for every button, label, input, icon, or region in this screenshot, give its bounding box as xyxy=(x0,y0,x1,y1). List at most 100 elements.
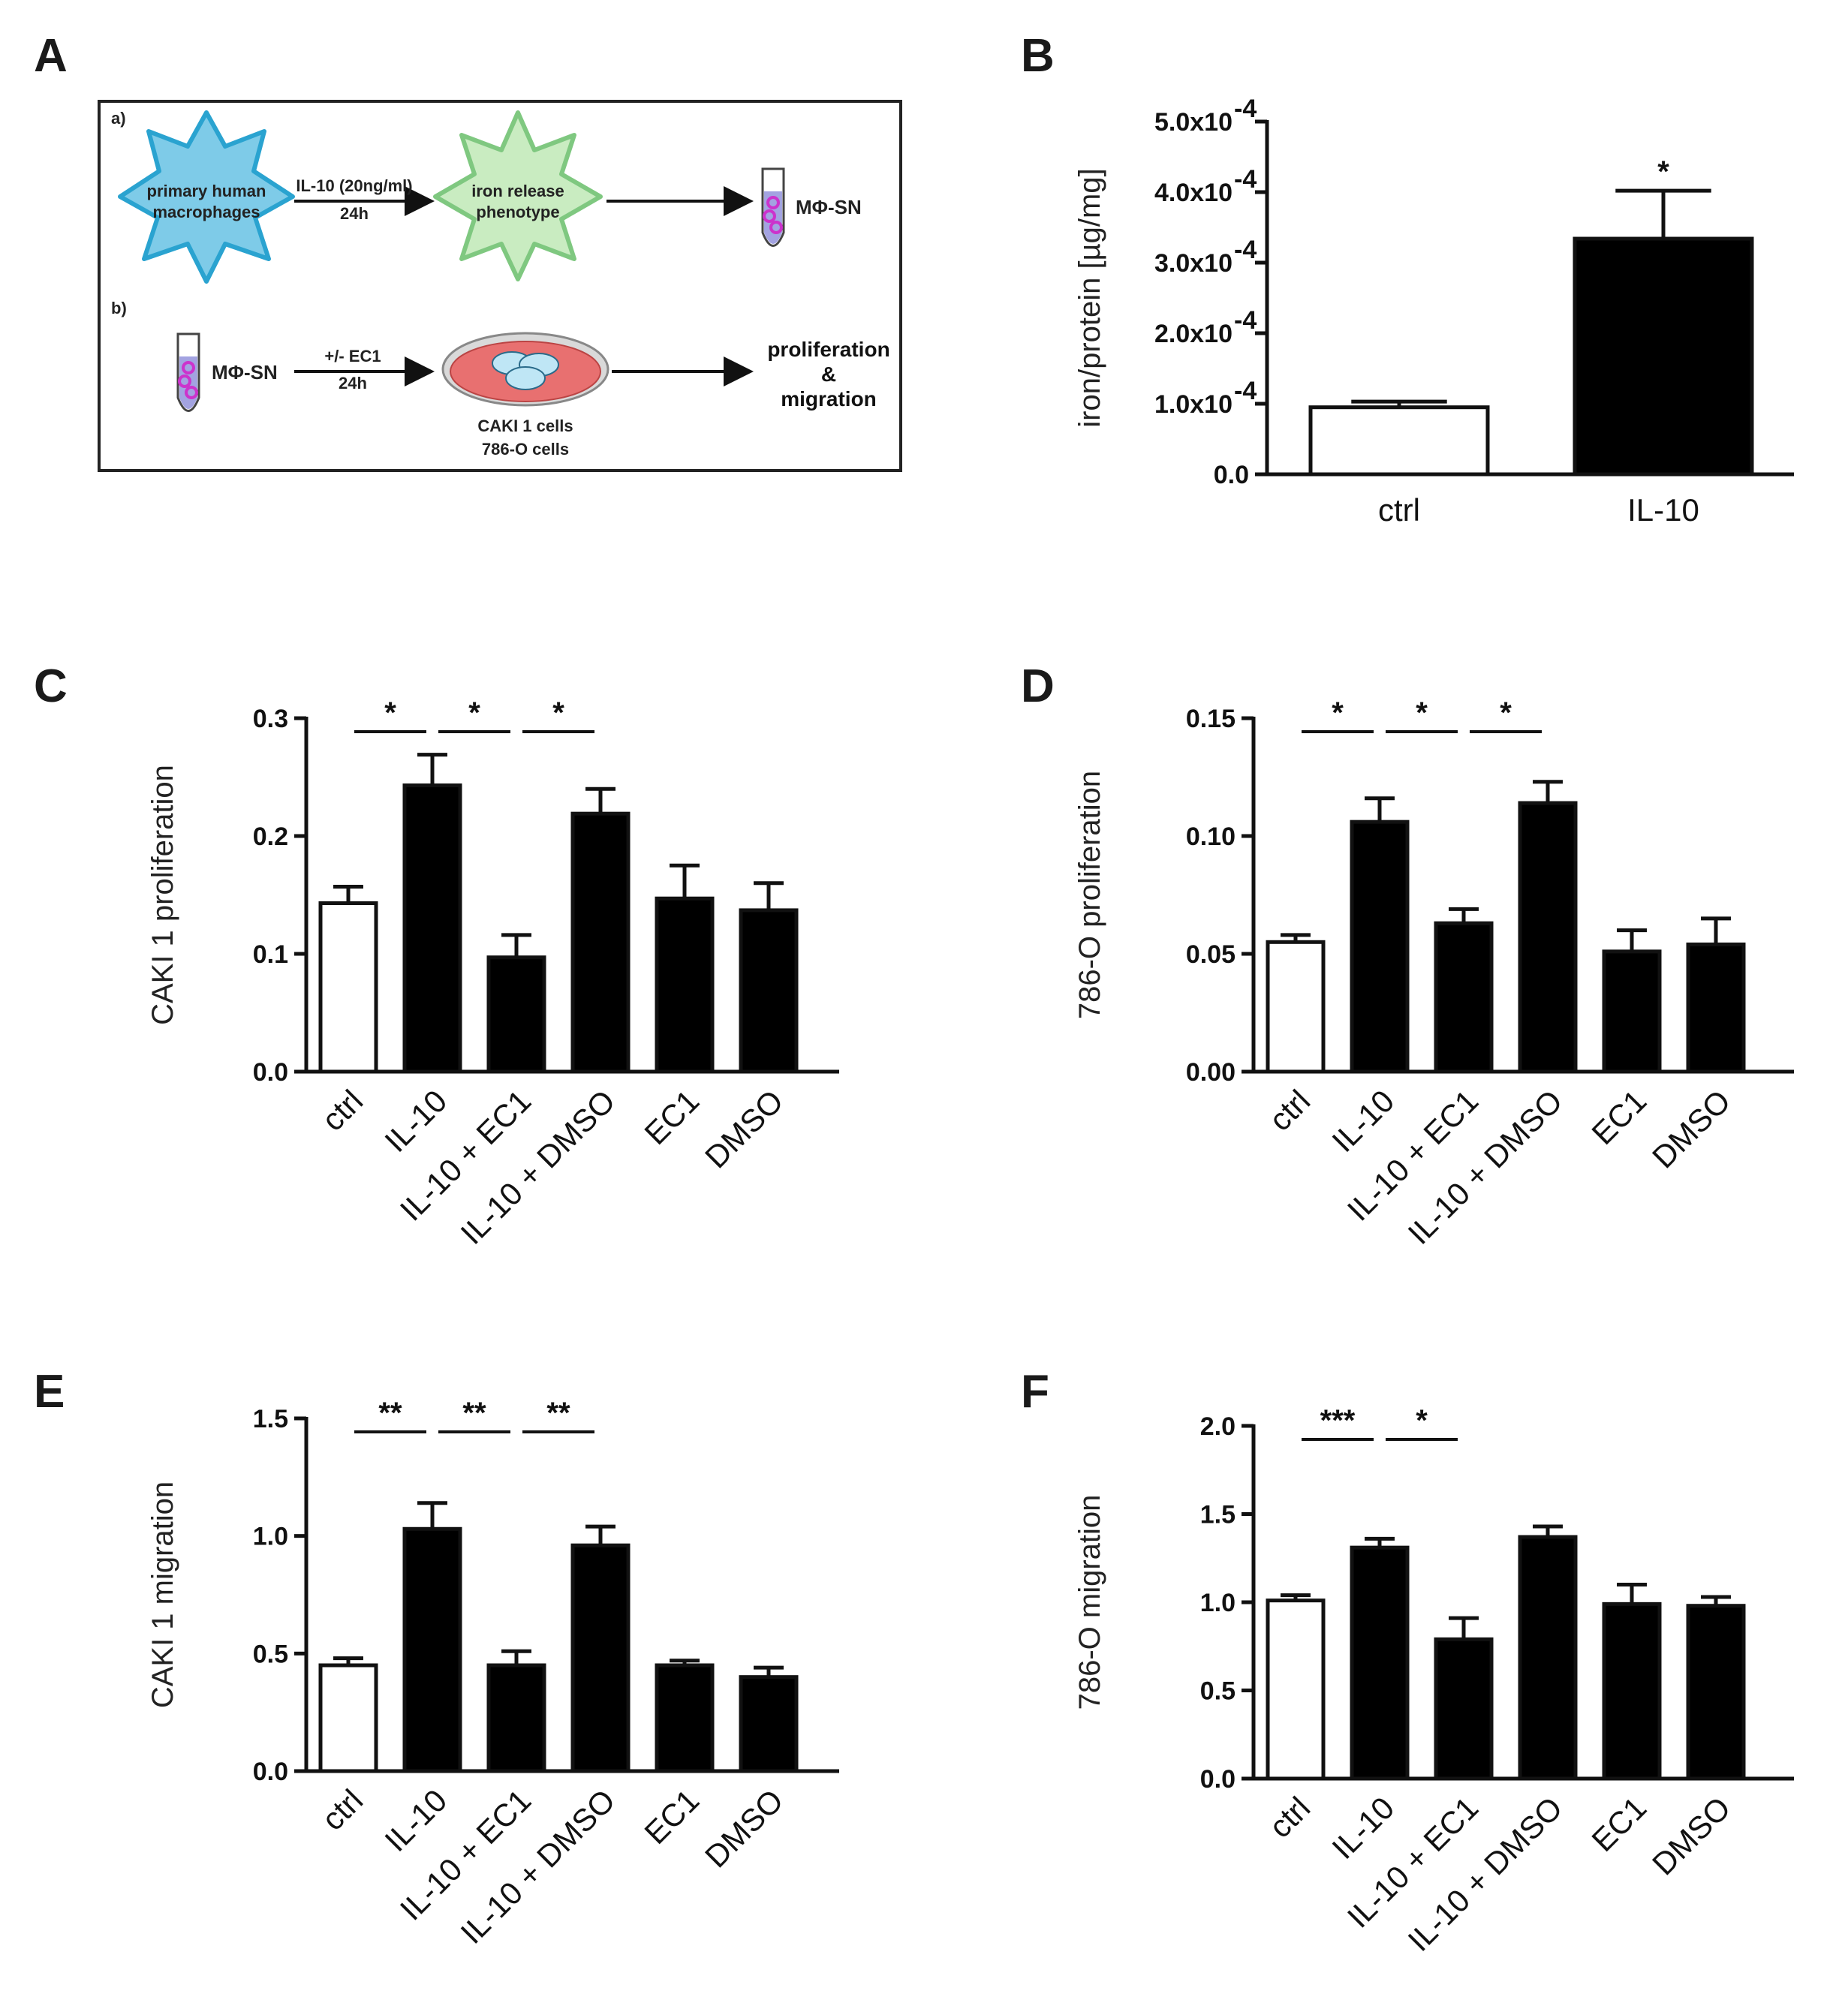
y-tick-label-c: 0.3 xyxy=(253,705,288,733)
outcome-label-2: & xyxy=(821,362,836,386)
y-axis-label-f: 786-O migration xyxy=(1073,1495,1106,1710)
x-tick-label-c: DMSO xyxy=(698,1083,790,1174)
bar-b-il-10 xyxy=(1573,236,1754,477)
x-tick-label-e: IL-10 + DMSO xyxy=(453,1782,622,1950)
significance-star-c: * xyxy=(552,696,564,729)
x-tick-label-f: IL-10 + DMSO xyxy=(1401,1790,1569,1958)
y-tick-label-b: 2.0x10 xyxy=(1154,320,1233,348)
y-tick-label-f: 0.5 xyxy=(1200,1677,1236,1706)
panel-label-c: C xyxy=(34,660,68,712)
iron-label-1: iron release xyxy=(471,182,564,200)
bar-d-dmso xyxy=(1686,942,1746,1074)
bar-d-il-10-ec1 xyxy=(1434,921,1494,1074)
y-tick-label-f: 1.5 xyxy=(1200,1501,1236,1529)
y-tick-exponent-b: -4 xyxy=(1234,95,1257,123)
y-tick-exponent-b: -4 xyxy=(1234,377,1257,405)
y-tick-exponent-b: -4 xyxy=(1234,236,1257,264)
x-tick-label-f: DMSO xyxy=(1645,1790,1737,1881)
schematic-b-label: b) xyxy=(111,299,127,317)
tube-icon-a xyxy=(761,167,785,247)
y-tick-label-b: 3.0x10 xyxy=(1154,249,1233,278)
y-tick-exponent-b: -4 xyxy=(1234,165,1257,194)
iron-label-2: phenotype xyxy=(476,203,559,221)
panel-label-e: E xyxy=(34,1366,65,1418)
y-tick-label-e: 1.5 xyxy=(253,1405,288,1433)
y-tick-label-c: 0.0 xyxy=(253,1058,288,1087)
msn-label-b: MΦ-SN xyxy=(212,361,278,383)
panel-label-d: D xyxy=(1021,660,1055,712)
il10-label-1: IL-10 (20ng/ml) xyxy=(296,176,412,195)
bar-d-ec1 xyxy=(1602,949,1662,1074)
bar-c-dmso xyxy=(739,908,799,1074)
y-tick-label-e: 0.5 xyxy=(253,1640,288,1668)
y-tick-label-d: 0.15 xyxy=(1186,705,1236,733)
significance-star-c: * xyxy=(468,696,480,729)
chart-f: 0.0 0.5 1.0 1.5 2.0 786-O migration ctrl IL-10I… xyxy=(1073,1404,1794,1958)
bar-d-ctrl xyxy=(1266,940,1326,1074)
y-axis-label-d: 786-O proliferation xyxy=(1073,771,1106,1019)
y-tick-label-b: 5.0x10 xyxy=(1154,108,1233,137)
ec1-label-1: +/- EC1 xyxy=(324,347,381,365)
bar-f-il-10 xyxy=(1350,1545,1410,1781)
significance-star-e: ** xyxy=(462,1397,486,1430)
bar-e-il-10 xyxy=(402,1526,462,1773)
panel-label-f: F xyxy=(1021,1366,1049,1418)
x-tick-label-f: IL-10 xyxy=(1325,1790,1401,1866)
bar-f-ctrl xyxy=(1266,1598,1326,1781)
x-tick-label-c: EC1 xyxy=(637,1083,706,1151)
chart-e: 0.0 0.5 1.0 1.5 CAKI 1 migration ctrl IL-10IL-… xyxy=(146,1397,839,1950)
panel-label-a: A xyxy=(34,30,68,82)
y-tick-label-c: 0.1 xyxy=(253,940,288,969)
bar-f-il-10-ec1 xyxy=(1434,1637,1494,1781)
bar-c-il-10-ec1 xyxy=(486,955,546,1074)
y-tick-label-c: 0.2 xyxy=(253,823,288,851)
panel-label-b: B xyxy=(1021,30,1055,82)
schematic-diagram: a) b) primary human macrophages IL-10 (2… xyxy=(98,100,902,472)
x-tick-label-b: IL-10 xyxy=(1627,492,1699,528)
macrophage-label-2: macrophages xyxy=(152,203,260,221)
chart-b: 0.01.0x10 -42.0x10 -43.0x10 -44.0x10 -45.0x1… xyxy=(1073,95,1794,528)
significance-star-d: * xyxy=(1332,696,1344,729)
bar-f-ec1 xyxy=(1602,1601,1662,1781)
bar-e-ctrl xyxy=(318,1663,378,1773)
x-tick-label-d: IL-10 + DMSO xyxy=(1401,1083,1569,1251)
x-tick-label-d: ctrl xyxy=(1263,1083,1317,1138)
macrophage-cell-icon xyxy=(118,110,295,284)
cells-label-1: CAKI 1 cells xyxy=(477,417,573,435)
x-tick-label-c: IL-10 + DMSO xyxy=(453,1083,622,1251)
y-tick-label-f: 1.0 xyxy=(1200,1589,1236,1617)
macrophage-label-1: primary human xyxy=(147,182,266,200)
bar-e-il-10-dmso xyxy=(570,1543,631,1773)
x-tick-label-e: EC1 xyxy=(637,1782,706,1851)
bar-e-il-10-ec1 xyxy=(486,1663,546,1773)
bar-e-dmso xyxy=(739,1675,799,1773)
x-tick-label-d: EC1 xyxy=(1585,1083,1653,1151)
y-tick-label-b: 4.0x10 xyxy=(1154,179,1233,207)
significance-star-f: * xyxy=(1416,1404,1428,1437)
significance-star-e: ** xyxy=(378,1397,402,1430)
y-tick-label-f: 2.0 xyxy=(1200,1412,1236,1441)
y-tick-label-e: 1.0 xyxy=(253,1523,288,1551)
il10-label-2: 24h xyxy=(340,204,369,223)
x-tick-label-d: DMSO xyxy=(1645,1083,1737,1174)
iron-release-cell-icon xyxy=(433,110,603,281)
bar-e-ec1 xyxy=(655,1663,715,1773)
significance-star-c: * xyxy=(384,696,396,729)
y-tick-label-f: 0.0 xyxy=(1200,1765,1236,1794)
significance-star-e: ** xyxy=(546,1397,570,1430)
bar-c-il-10 xyxy=(402,783,462,1074)
y-tick-label-d: 0.05 xyxy=(1186,940,1236,969)
bar-d-il-10-dmso xyxy=(1518,801,1578,1074)
x-tick-label-e: ctrl xyxy=(315,1782,370,1837)
bar-f-il-10-dmso xyxy=(1518,1535,1578,1781)
cells-label-2: 786-O cells xyxy=(482,440,569,459)
ec1-label-2: 24h xyxy=(339,374,367,392)
outcome-label-1: proliferation xyxy=(767,338,889,361)
x-tick-label-f: ctrl xyxy=(1263,1790,1317,1845)
tube-icon-b xyxy=(176,332,200,412)
y-axis-label-c: CAKI 1 proliferation xyxy=(146,765,179,1025)
significance-star-f: *** xyxy=(1320,1404,1356,1437)
bar-c-ec1 xyxy=(655,896,715,1074)
x-tick-label-c: IL-10 xyxy=(378,1083,453,1159)
y-tick-exponent-b: -4 xyxy=(1234,306,1257,335)
